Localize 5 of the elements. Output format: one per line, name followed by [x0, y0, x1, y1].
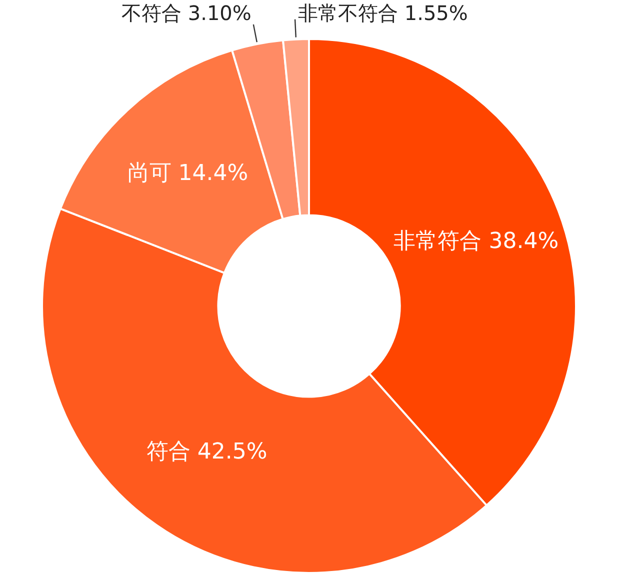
slice-label: 不符合 3.10%: [122, 1, 252, 26]
slice-label: 符合 42.5%: [146, 440, 268, 465]
slice-label: 非常不符合 1.55%: [298, 1, 468, 26]
slice-label: 非常符合 38.4%: [394, 229, 559, 254]
slice-label: 尚可 14.4%: [127, 161, 248, 186]
